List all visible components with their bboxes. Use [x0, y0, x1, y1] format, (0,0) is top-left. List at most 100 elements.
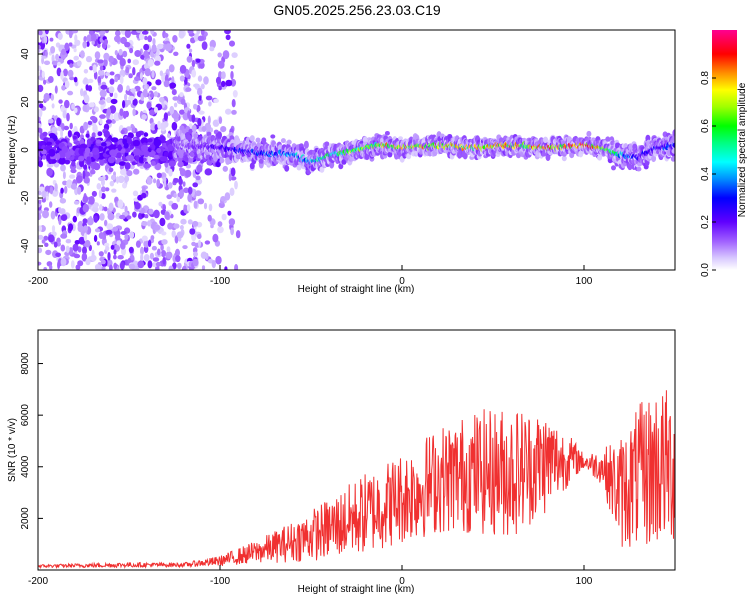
spectrogram-noise-cell	[74, 107, 78, 114]
spectrogram-noise-cell	[98, 30, 106, 36]
spectrogram-noise-cell	[55, 140, 61, 145]
spectrogram-noise-cell	[130, 124, 134, 129]
spectrogram-noise-cell	[103, 58, 108, 67]
spectrogram-noise-cell	[135, 240, 141, 248]
spectrogram-halo-cell	[191, 124, 197, 132]
spectrogram-noise-cell	[45, 196, 49, 201]
spectrogram-noise-cell	[230, 70, 234, 80]
spectrogram-noise-cell	[116, 240, 121, 246]
spectrogram-noise-cell	[172, 96, 179, 101]
spectrogram-noise-cell	[82, 104, 87, 112]
spectrogram-noise-cell	[139, 156, 144, 163]
spectrogram-noise-cell	[162, 44, 168, 50]
spectrogram-noise-cell	[151, 44, 157, 53]
spectrogram-noise-cell	[147, 239, 152, 247]
spectrogram-noise-cell	[217, 60, 225, 69]
spectrogram-noise-cell	[53, 241, 58, 248]
spectrogram-noise-cell	[235, 230, 241, 239]
spectrogram-noise-cell	[133, 148, 141, 156]
spectrogram-noise-cell	[90, 115, 97, 121]
spectrogram-noise-cell	[185, 87, 192, 92]
spectrogram-noise-cell	[92, 206, 99, 213]
spectrogram-noise-cell	[197, 233, 202, 240]
spectrogram-noise-cell	[108, 55, 114, 63]
spectrogram-noise-cell	[163, 80, 170, 88]
spectrogram-noise-cell	[173, 193, 177, 198]
spectrogram-noise-cell	[151, 245, 157, 251]
spectrogram-noise-cell	[153, 154, 160, 160]
spectrogram-noise-cell	[64, 42, 70, 51]
snr-y-tick-label: 2000	[20, 507, 31, 530]
spectrogram-halo-cell	[186, 134, 192, 141]
spectrogram-noise-cell	[104, 30, 109, 34]
spectrogram-noise-cell	[165, 251, 173, 259]
spectrogram-noise-cell	[117, 144, 122, 152]
spectrogram-noise-cell	[124, 205, 128, 214]
spectrogram-noise-cell	[59, 198, 67, 204]
spectrogram-noise-cell	[120, 129, 125, 135]
spectrogram-noise-cell	[60, 129, 64, 138]
spectrogram-noise-cell	[96, 241, 100, 246]
spectrogram-noise-cell	[144, 214, 149, 219]
spectrogram-noise-cell	[173, 51, 179, 56]
spectrogram-noise-cell	[188, 48, 193, 53]
spectrogram-noise-cell	[183, 204, 187, 210]
spectrogram-noise-cell	[153, 91, 159, 97]
spectrogram-noise-cell	[122, 100, 126, 109]
spectrogram-noise-cell	[153, 139, 162, 147]
spectrogram-noise-cell	[198, 239, 201, 248]
spectrogram-noise-cell	[85, 258, 91, 266]
spectrogram-noise-cell	[133, 168, 140, 175]
spectrogram-noise-cell	[157, 120, 162, 130]
colorbar-tick-label: 0.0	[700, 263, 711, 277]
spectrogram-halo-cell	[193, 133, 199, 139]
spectrogram-noise-cell	[172, 112, 180, 119]
spectrogram-noise-cell	[107, 97, 111, 103]
spectrogram-halo-cell	[387, 151, 393, 158]
spectrogram-noise-cell	[122, 138, 128, 145]
spectrogram-noise-cell	[80, 134, 84, 140]
spectrogram-noise-cell	[229, 187, 235, 196]
spectrogram-noise-cell	[38, 108, 43, 118]
spectrogram-noise-cell	[231, 52, 238, 58]
spectrogram-noise-cell	[126, 85, 130, 92]
spectrogram-noise-cell	[47, 76, 54, 83]
spectrogram-noise-cell	[103, 130, 111, 138]
spectrogram-noise-cell	[225, 34, 231, 41]
spectrogram-noise-cell	[57, 32, 63, 40]
spectrogram-noise-cell	[105, 72, 111, 77]
spectrogram-noise-cell	[46, 167, 53, 177]
spectrogram-noise-cell	[50, 210, 56, 220]
spectrogram-noise-cell	[62, 110, 67, 119]
spectrogram-noise-cell	[149, 92, 155, 98]
spectrogram-noise-cell	[93, 71, 98, 80]
spectrogram-noise-cell	[197, 118, 202, 127]
spectrogram-noise-cell	[44, 30, 49, 35]
spectrogram-noise-cell	[144, 68, 151, 77]
spectrogram-noise-cell	[73, 55, 79, 61]
spectrogram-noise-cell	[203, 76, 209, 85]
spectrogram-halo-cell	[611, 165, 616, 171]
spectrogram-noise-cell	[222, 165, 228, 172]
spectrogram-noise-cell	[224, 30, 231, 35]
spectrogram-noise-cell	[83, 121, 89, 131]
spectrogram-noise-cell	[91, 147, 100, 156]
spectrogram-noise-cell	[124, 41, 131, 48]
spectrogram-noise-cell	[115, 30, 121, 37]
spectrogram-noise-cell	[162, 256, 166, 265]
spectrogram-noise-cell	[189, 228, 196, 235]
spectrogram-noise-cell	[132, 59, 139, 66]
spectrogram-halo-cell	[543, 136, 548, 143]
spectrogram-noise-cell	[84, 147, 91, 155]
spectrogram-noise-cell	[88, 102, 95, 108]
spectrogram-noise-cell	[147, 59, 154, 67]
spectrogram-noise-cell	[51, 60, 59, 66]
spectrogram-noise-cell	[160, 244, 164, 251]
spectrogram-noise-cell	[124, 162, 131, 170]
spectrogram-noise-cell	[197, 75, 203, 82]
spectrogram-y-tick-label: 20	[20, 96, 31, 108]
spectrogram-noise-cell	[221, 80, 226, 88]
spectrogram-noise-cell	[225, 79, 233, 87]
spectrogram-noise-cell	[97, 76, 102, 84]
spectrogram-noise-cell	[61, 48, 67, 56]
